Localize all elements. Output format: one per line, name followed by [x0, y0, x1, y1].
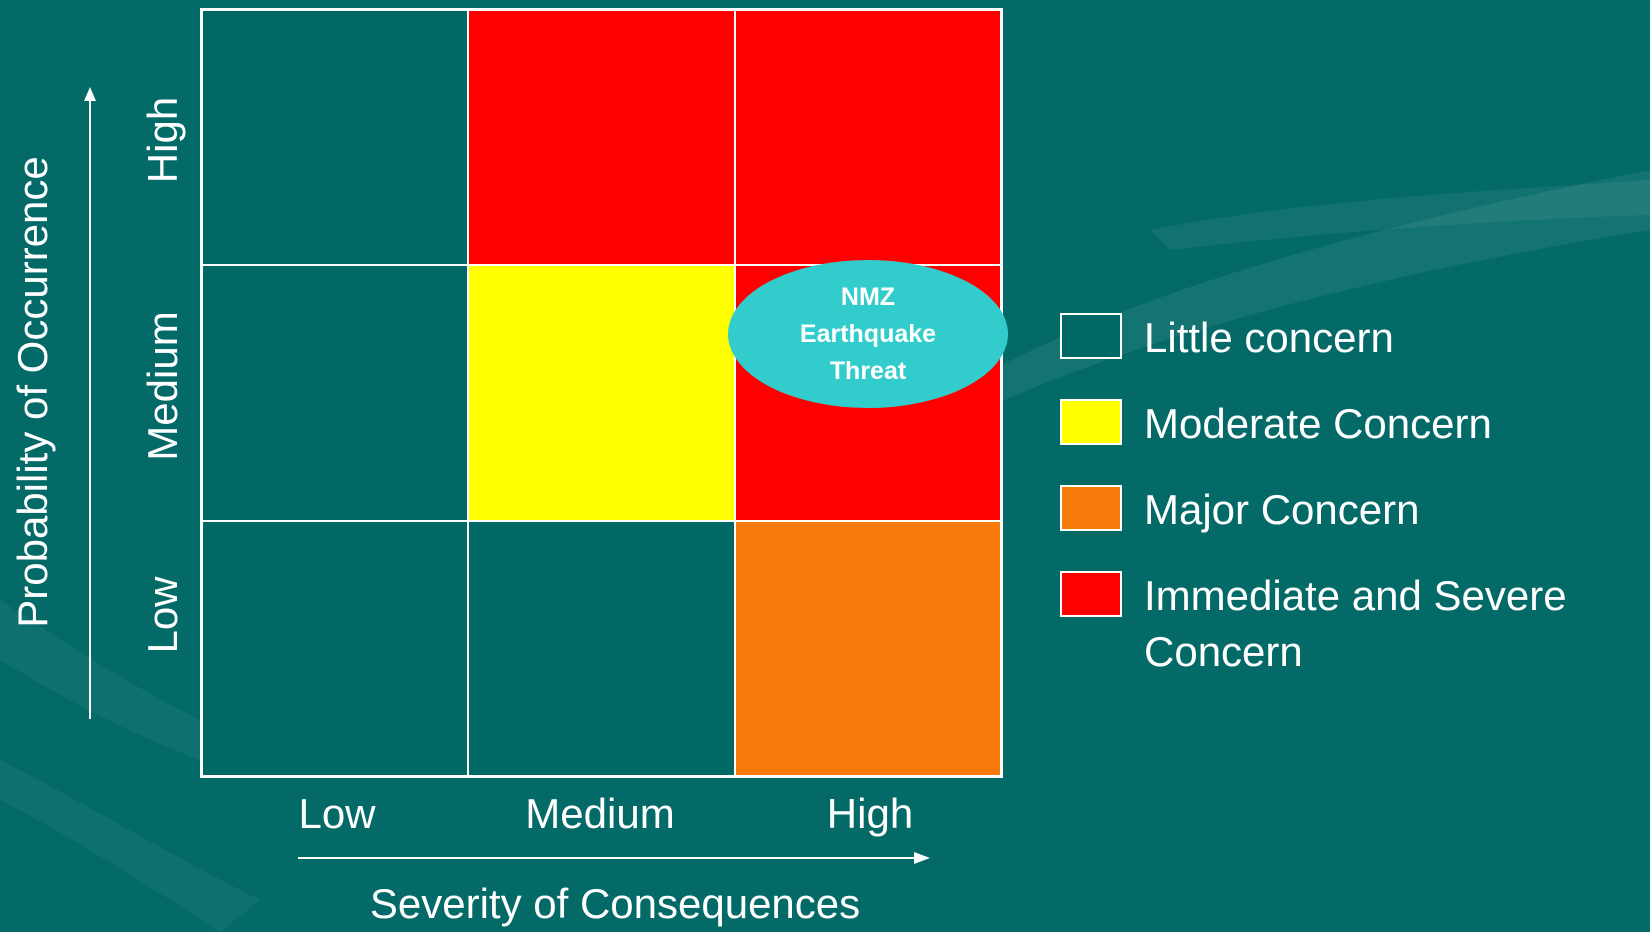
legend-item-moderate: Moderate Concern [1060, 396, 1640, 482]
x-tick-medium: Medium [525, 790, 675, 837]
y-tick-low: Low [139, 576, 186, 654]
cell-low-high [734, 520, 1001, 776]
callout-line: Threat [829, 356, 907, 385]
x-axis-arrow [298, 852, 930, 864]
cell-low-medium [468, 520, 735, 776]
x-tick-high: High [826, 790, 914, 837]
nmz-earthquake-threat-callout: NMZ Earthquake Threat [728, 260, 1008, 408]
legend-label: Immediate and Severe Concern [1144, 572, 1567, 675]
callout-line: NMZ [840, 282, 896, 311]
legend-swatch [1060, 571, 1122, 617]
legend-swatch [1060, 399, 1122, 445]
legend-label: Major Concern [1144, 486, 1420, 533]
callout-line: Earthquake [799, 319, 937, 348]
cell-high-low [202, 10, 469, 266]
legend-swatch [1060, 485, 1122, 531]
cell-medium-medium [468, 265, 735, 521]
legend-item-major: Major Concern [1060, 482, 1640, 568]
legend-item-severe: Immediate and Severe Concern [1060, 568, 1640, 675]
legend-swatch [1060, 313, 1122, 359]
legend-label: Moderate Concern [1144, 400, 1492, 447]
cell-high-high [734, 10, 1001, 266]
legend: Little concern Moderate Concern Major Co… [1060, 310, 1640, 675]
cell-medium-low [202, 265, 469, 521]
legend-item-little: Little concern [1060, 310, 1640, 396]
x-axis-title: Severity of Consequences [369, 880, 861, 927]
cell-high-medium [468, 10, 735, 266]
cell-low-low [202, 520, 469, 776]
legend-label: Little concern [1144, 314, 1394, 361]
y-axis-arrow [84, 87, 96, 719]
y-tick-medium: Medium [139, 311, 186, 461]
y-axis-title: Probability of Occurrence [9, 156, 56, 628]
y-tick-high: High [139, 96, 186, 184]
x-tick-low: Low [298, 790, 376, 837]
